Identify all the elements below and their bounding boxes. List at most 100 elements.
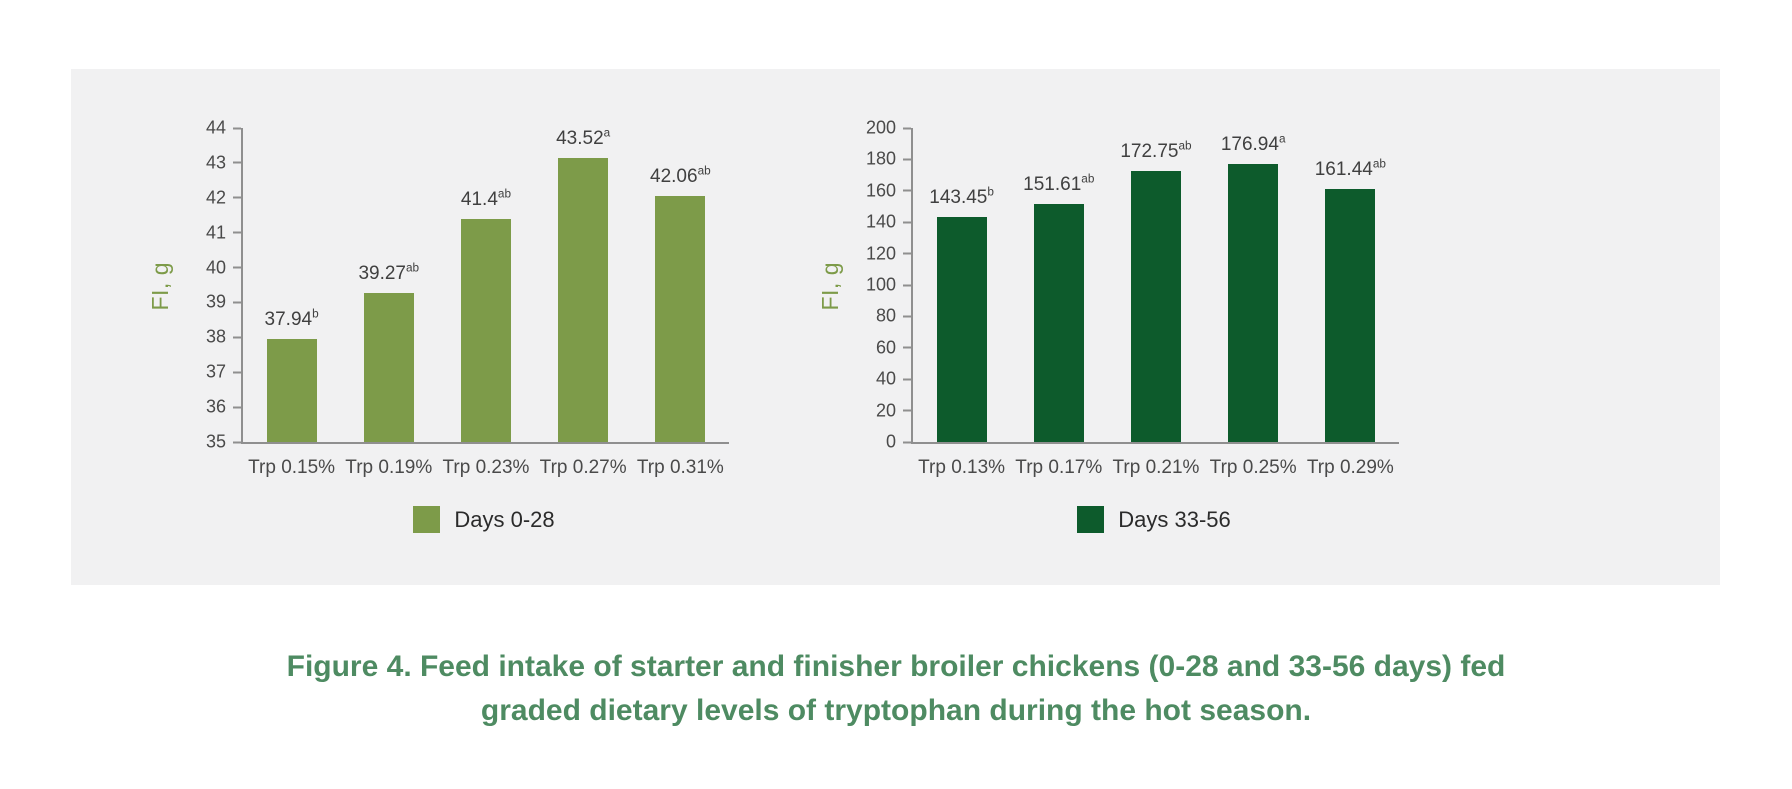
legend-label: Days 33-56: [1118, 506, 1231, 532]
bar: [363, 293, 414, 442]
y-tick-label: 20: [875, 400, 896, 421]
y-tick-mark: [903, 315, 911, 318]
x-tick-label: Trp 0.21%: [1112, 457, 1200, 478]
bar-column: 37.94b Trp 0.15%: [243, 128, 340, 478]
bar: [1325, 188, 1376, 442]
bar: [936, 216, 987, 442]
bar-value-label: 161.44ab: [1314, 157, 1386, 180]
y-tick: 20: [858, 400, 911, 421]
y-tick-label: 40: [875, 368, 896, 389]
y-tick-mark: [903, 127, 911, 129]
bar-column: 39.27ab Trp 0.19%: [340, 128, 437, 478]
y-tick-label: 38: [205, 326, 226, 347]
y-tick-label: 39: [205, 291, 226, 312]
figure-caption-line1: Figure 4. Feed intake of starter and fin…: [286, 650, 1506, 683]
x-tick-label: Trp 0.17%: [1015, 457, 1103, 478]
significance-superscript: ab: [1081, 172, 1095, 186]
y-tick-label: 43: [205, 152, 226, 173]
y-tick: 80: [858, 306, 911, 327]
y-axis-title-wrap: FI, g: [815, 128, 845, 444]
bar: [558, 158, 609, 442]
significance-superscript: ab: [406, 261, 420, 275]
y-tick-label: 40: [205, 257, 226, 278]
bar: [460, 218, 511, 442]
bar: [1228, 164, 1279, 442]
y-tick-mark: [233, 441, 241, 443]
figure-caption-line2: graded dietary levels of tryptophan duri…: [480, 693, 1312, 727]
bar-column: 161.44ab Trp 0.29%: [1302, 128, 1399, 478]
y-tick-label: 41: [205, 222, 226, 243]
y-tick: 43: [188, 152, 241, 173]
y-tick: 0: [858, 432, 911, 453]
significance-superscript: a: [603, 126, 611, 140]
bar-column: 42.06ab Trp 0.31%: [632, 128, 729, 478]
y-axis-ticks: 200 180 160 140 120 100 80 60 40 20 0: [866, 118, 1399, 452]
y-tick-mark: [903, 409, 911, 412]
y-tick: 120: [858, 243, 911, 264]
bar: [266, 339, 317, 442]
y-tick-mark: [903, 284, 911, 286]
y-tick-label: 140: [865, 211, 896, 232]
bar: [1033, 203, 1084, 442]
x-tick-label: Trp 0.25%: [1209, 457, 1297, 478]
bar-value-label: 172.75ab: [1120, 139, 1192, 162]
y-tick: 40: [858, 369, 911, 390]
bar-value-label: 41.4ab: [460, 187, 511, 210]
y-tick-label: 80: [875, 305, 896, 326]
y-tick-mark: [233, 336, 241, 339]
y-tick-label: 36: [205, 396, 226, 417]
y-tick: 100: [858, 275, 911, 296]
figure-panel: FI, g 44 43 42 41 40 39 38 37 36 35 37.94b Trp 0.1…: [71, 69, 1720, 585]
significance-superscript: a: [1278, 132, 1286, 146]
chart-days-33-56: FI, g 200 180 160 140 120 100 80 60 40 20 0 143.45…: [815, 118, 1399, 533]
y-tick: 44: [188, 118, 241, 139]
significance-superscript: ab: [497, 187, 511, 201]
y-tick-label: 100: [865, 274, 896, 295]
bar: [655, 195, 706, 442]
bar-column: 43.52a Trp 0.27%: [535, 126, 632, 478]
y-axis-ticks: 44 43 42 41 40 39 38 37 36 35: [206, 118, 729, 452]
y-tick-label: 160: [865, 180, 896, 201]
y-tick-mark: [903, 221, 911, 224]
bar-column: 41.4ab Trp 0.23%: [437, 128, 534, 478]
plot-area: 200 180 160 140 120 100 80 60 40 20 0 143.45b Trp 0…: [866, 118, 1399, 478]
y-tick: 35: [188, 432, 241, 453]
y-tick-mark: [233, 231, 241, 234]
bar-value-label: 39.27ab: [358, 261, 420, 285]
bar-value-label: 37.94b: [264, 308, 319, 331]
legend-swatch: [413, 506, 441, 533]
y-tick-mark: [903, 158, 911, 161]
y-tick-mark: [903, 252, 911, 255]
x-tick-label: Trp 0.13%: [918, 457, 1006, 478]
y-tick-label: 35: [205, 431, 226, 452]
significance-superscript: ab: [1372, 157, 1386, 171]
y-tick-label: 180: [865, 148, 896, 169]
figure-caption: Figure 4. Feed intake of starter and fin…: [0, 645, 1792, 732]
y-axis-title-wrap: FI, g: [145, 128, 175, 444]
y-tick: 36: [188, 397, 241, 418]
y-tick: 60: [858, 337, 911, 358]
y-tick-label: 0: [885, 431, 896, 452]
y-tick-mark: [233, 127, 241, 129]
y-tick-mark: [903, 189, 911, 192]
y-tick-label: 37: [205, 361, 226, 382]
y-tick: 38: [188, 327, 241, 348]
y-tick: 180: [858, 149, 911, 170]
y-tick-mark: [233, 406, 241, 409]
significance-superscript: b: [312, 308, 319, 322]
bar-series: 143.45b Trp 0.13% 151.61ab Trp 0.17% 172.75a…: [913, 128, 1399, 478]
legend-label: Days 0-28: [454, 506, 555, 532]
y-tick: 40: [188, 257, 241, 278]
bar-column: 151.61ab Trp 0.17%: [1010, 128, 1107, 478]
y-tick-mark: [903, 441, 911, 443]
significance-superscript: ab: [1178, 139, 1192, 153]
y-tick: 200: [858, 118, 911, 139]
y-tick-mark: [233, 161, 241, 164]
legend: Days 33-56: [911, 506, 1397, 533]
bar-value-label: 42.06ab: [650, 164, 711, 187]
y-tick: 160: [858, 180, 911, 201]
x-tick-label: Trp 0.23%: [442, 457, 530, 478]
bar-value-label: 176.94a: [1220, 132, 1286, 156]
significance-superscript: ab: [697, 164, 711, 178]
y-tick: 42: [188, 187, 241, 208]
